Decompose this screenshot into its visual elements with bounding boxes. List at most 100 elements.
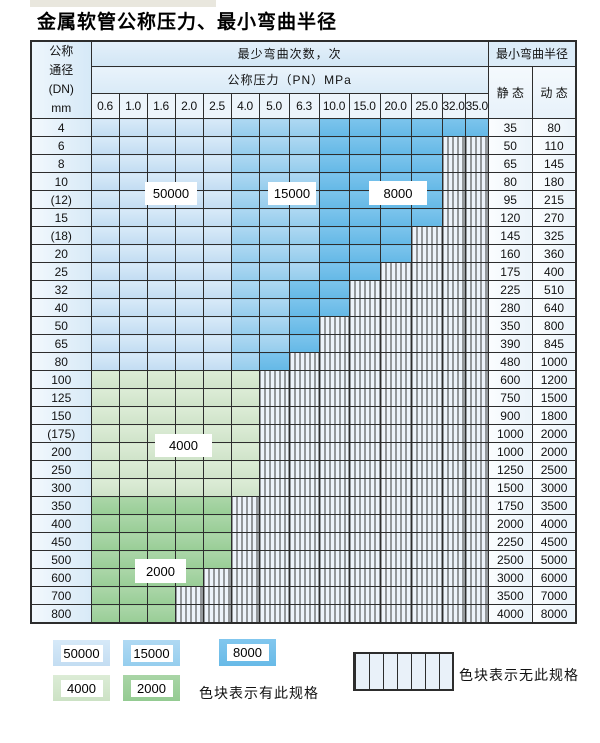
spec-cell-blue-light-50000-cycles <box>202 136 232 155</box>
spec-cell-hatched-no-spec <box>441 316 466 335</box>
spec-cell-blue-light-50000-cycles <box>146 262 176 281</box>
dn-cell: 15 <box>30 208 92 227</box>
spec-cell-green-dark-2000-cycles <box>90 514 120 533</box>
spec-cell-hatched-no-spec <box>441 388 466 407</box>
spec-cell-hatched-no-spec <box>258 388 290 407</box>
spec-cell-blue-light-50000-cycles <box>90 280 120 299</box>
spec-cell-green-light-4000-cycles <box>118 424 148 443</box>
dn-header-line: 通径 <box>49 63 74 77</box>
spec-cell-blue-dark-8000-cycles <box>379 226 412 245</box>
dn-cell: 50 <box>30 316 92 335</box>
spec-cell-hatched-no-spec <box>441 172 466 191</box>
spec-cell-hatched-no-spec <box>318 334 350 353</box>
legend-swatch-4000: 4000 <box>53 675 110 701</box>
spec-cell-hatched-no-spec <box>441 586 466 605</box>
spec-cell-blue-dark-8000-cycles <box>441 118 466 137</box>
spec-cell-blue-light-50000-cycles <box>146 298 176 317</box>
dynamic-radius-cell: 800 <box>531 316 577 335</box>
spec-cell-blue-mid-15000-cycles <box>230 334 260 353</box>
dynamic-radius-cell: 4000 <box>531 514 577 533</box>
spec-cell-blue-dark-8000-cycles <box>379 208 412 227</box>
spec-cell-green-dark-2000-cycles <box>146 514 176 533</box>
spec-cell-hatched-no-spec <box>348 586 381 605</box>
region-label-50000: 50000 <box>145 182 197 205</box>
spec-cell-blue-light-50000-cycles <box>118 262 148 281</box>
spec-cell-hatched-no-spec <box>410 298 443 317</box>
spec-cell-blue-dark-8000-cycles <box>379 136 412 155</box>
spec-cell-blue-light-50000-cycles <box>146 136 176 155</box>
dn-header-line: (DN) <box>48 82 74 96</box>
spec-cell-hatched-no-spec <box>288 442 320 461</box>
spec-cell-blue-light-50000-cycles <box>90 244 120 263</box>
table-row-dn-25: 25 175 400 <box>30 262 577 281</box>
spec-cell-blue-light-50000-cycles <box>202 172 232 191</box>
dynamic-radius-cell: 4500 <box>531 532 577 551</box>
spec-cell-green-dark-2000-cycles <box>146 496 176 515</box>
legend-swatch-15000: 15000 <box>123 640 180 666</box>
spec-cell-blue-dark-8000-cycles <box>288 334 320 353</box>
dn-header-line: 公称 <box>49 44 74 58</box>
static-radius-cell: 2250 <box>487 532 533 551</box>
spec-cell-green-light-4000-cycles <box>118 442 148 461</box>
spec-cell-hatched-no-spec <box>441 604 466 624</box>
spec-cell-hatched-no-spec <box>258 568 290 587</box>
dn-cell: 125 <box>30 388 92 407</box>
spec-cell-blue-dark-8000-cycles <box>318 118 350 137</box>
static-radius-cell: 3500 <box>487 586 533 605</box>
spec-cell-hatched-no-spec <box>258 514 290 533</box>
spec-cell-hatched-no-spec <box>348 370 381 389</box>
spec-cell-hatched-no-spec <box>348 298 381 317</box>
spec-cell-blue-mid-15000-cycles <box>258 262 290 281</box>
spec-cell-green-light-4000-cycles <box>90 370 120 389</box>
static-radius-cell: 175 <box>487 262 533 281</box>
spec-cell-blue-dark-8000-cycles <box>464 118 489 137</box>
legend-swatch-label: 4000 <box>60 679 103 697</box>
spec-cell-hatched-no-spec <box>348 514 381 533</box>
dn-cell: (12) <box>30 190 92 209</box>
spec-cell-hatched-no-spec <box>379 262 412 281</box>
spec-cell-hatched-no-spec <box>288 604 320 624</box>
spec-cell-green-light-4000-cycles <box>90 424 120 443</box>
static-radius-cell: 3000 <box>487 568 533 587</box>
dynamic-radius-cell: 640 <box>531 298 577 317</box>
spec-cell-hatched-no-spec <box>464 190 489 209</box>
spec-cell-hatched-no-spec <box>230 604 260 624</box>
dynamic-radius-cell: 5000 <box>531 550 577 569</box>
spec-cell-hatched-no-spec <box>288 424 320 443</box>
spec-cell-blue-light-50000-cycles <box>174 136 204 155</box>
spec-cell-hatched-no-spec <box>348 424 381 443</box>
dynamic-radius-cell: 6000 <box>531 568 577 587</box>
spec-cell-green-dark-2000-cycles <box>118 532 148 551</box>
spec-cell-hatched-no-spec <box>441 280 466 299</box>
spec-cell-hatched-no-spec <box>410 244 443 263</box>
dynamic-radius-cell: 1500 <box>531 388 577 407</box>
spec-cell-hatched-no-spec <box>230 550 260 569</box>
pressure-value-6.3: 6.3 <box>288 93 320 119</box>
static-radius-cell: 50 <box>487 136 533 155</box>
spec-cell-green-dark-2000-cycles <box>90 550 120 569</box>
spec-cell-hatched-no-spec <box>379 568 412 587</box>
spec-cell-hatched-no-spec <box>464 244 489 263</box>
spec-cell-green-dark-2000-cycles <box>202 532 232 551</box>
spec-cell-hatched-no-spec <box>464 550 489 569</box>
spec-cell-hatched-no-spec <box>441 226 466 245</box>
spec-cell-blue-dark-8000-cycles <box>288 316 320 335</box>
spec-cell-hatched-no-spec <box>318 316 350 335</box>
spec-cell-hatched-no-spec <box>318 550 350 569</box>
dn-cell: (18) <box>30 226 92 245</box>
spec-cell-green-light-4000-cycles <box>230 424 260 443</box>
dn-cell: 40 <box>30 298 92 317</box>
spec-cell-hatched-no-spec <box>230 496 260 515</box>
dynamic-radius-cell: 2500 <box>531 460 577 479</box>
spec-cell-blue-dark-8000-cycles <box>318 262 350 281</box>
spec-cell-hatched-no-spec <box>441 496 466 515</box>
table-row-dn-20: 20 160 360 <box>30 244 577 263</box>
legend-swatch-50000: 50000 <box>53 640 110 666</box>
spec-cell-blue-dark-8000-cycles <box>318 172 350 191</box>
spec-cell-hatched-no-spec <box>318 604 350 624</box>
spec-cell-blue-mid-15000-cycles <box>258 118 290 137</box>
spec-cell-blue-light-50000-cycles <box>146 118 176 137</box>
spec-cell-blue-dark-8000-cycles <box>318 208 350 227</box>
spec-cell-hatched-no-spec <box>464 586 489 605</box>
dn-cell: 350 <box>30 496 92 515</box>
